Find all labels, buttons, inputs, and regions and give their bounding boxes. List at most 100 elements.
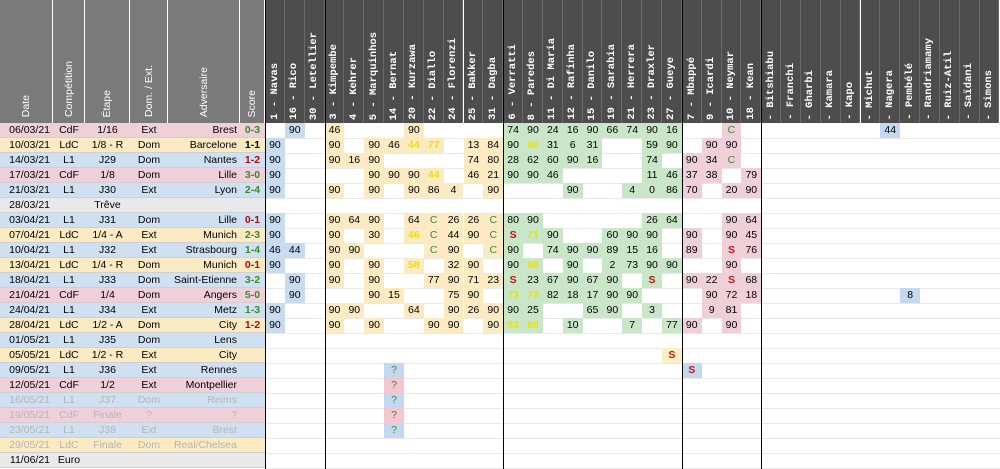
player-cell[interactable]: 90 xyxy=(324,228,345,243)
player-cell[interactable]: 90 xyxy=(721,213,742,228)
player-cell[interactable]: C xyxy=(483,243,504,258)
player-cell[interactable]: 90 xyxy=(721,318,742,333)
player-cell[interactable]: 46 xyxy=(463,168,484,183)
player-cell[interactable]: 90 xyxy=(265,138,285,153)
player-cell[interactable]: 32 xyxy=(443,258,464,273)
player-cell[interactable]: 79 xyxy=(741,168,762,183)
player-cell[interactable]: 77 xyxy=(423,273,444,288)
player-cell[interactable]: 66 xyxy=(602,123,623,138)
match-row[interactable]: 28/03/21 Trêve xyxy=(0,198,265,213)
player-cell[interactable]: 11 xyxy=(642,168,662,183)
player-cell[interactable]: 73 xyxy=(622,258,643,273)
match-row[interactable]: 18/04/21 L1 J33 Dom Saint-Etienne 3-2 xyxy=(0,273,265,288)
player-cell[interactable]: 46 xyxy=(324,123,345,138)
player-cell[interactable]: 23 xyxy=(523,273,543,288)
player-cell[interactable]: 90 xyxy=(503,138,524,153)
player-cell[interactable]: 90 xyxy=(562,258,583,273)
player-cell[interactable]: 90 xyxy=(344,243,365,258)
player-cell[interactable]: 90 xyxy=(364,258,385,273)
player-cell[interactable]: 90 xyxy=(503,168,524,183)
player-cell[interactable]: 71 xyxy=(523,228,543,243)
player-cell[interactable]: 90 xyxy=(582,243,603,258)
player-cell[interactable]: 80 xyxy=(523,138,543,153)
player-cell[interactable]: 13 xyxy=(463,138,484,153)
match-row[interactable]: 10/03/21 LdC 1/8 - R Dom Barcelone 1-1 xyxy=(0,138,265,153)
player-cell[interactable]: 46 xyxy=(542,168,563,183)
player-cell[interactable]: 34 xyxy=(701,153,722,168)
player-cell[interactable]: 64 xyxy=(344,213,365,228)
player-cell[interactable]: 90 xyxy=(662,138,682,153)
match-row[interactable]: 21/03/21 L1 J30 Ext Lyon 2-4 xyxy=(0,183,265,198)
player-cell[interactable]: 38 xyxy=(701,168,722,183)
player-cell[interactable]: S xyxy=(662,348,682,363)
player-cell[interactable]: 90 xyxy=(265,168,285,183)
player-cell[interactable]: 90 xyxy=(562,183,583,198)
player-cell[interactable]: 68 xyxy=(741,273,762,288)
player-cell[interactable]: 4 xyxy=(443,183,464,198)
player-cell[interactable]: 90 xyxy=(443,303,464,318)
player-cell[interactable]: 64 xyxy=(403,213,424,228)
match-row[interactable]: 24/04/21 L1 J34 Ext Metz 1-3 xyxy=(0,303,265,318)
player-cell[interactable]: 90 xyxy=(423,318,444,333)
player-cell[interactable]: 77 xyxy=(662,318,682,333)
match-row[interactable]: 14/03/21 L1 J29 Dom Nantes 1-2 xyxy=(0,153,265,168)
player-cell[interactable]: 71 xyxy=(463,273,484,288)
player-cell[interactable]: 76 xyxy=(741,243,762,258)
player-cell[interactable]: 67 xyxy=(582,273,603,288)
player-cell[interactable]: 90 xyxy=(602,288,623,303)
match-row[interactable]: 06/03/21 CdF 1/16 Ext Brest 0-3 xyxy=(0,123,265,138)
player-cell[interactable]: 16 xyxy=(582,153,603,168)
player-cell[interactable]: 30 xyxy=(364,228,385,243)
player-cell[interactable]: 90 xyxy=(602,273,623,288)
player-cell[interactable]: 90 xyxy=(284,273,305,288)
player-cell[interactable]: 90 xyxy=(324,303,345,318)
player-cell[interactable]: 25 xyxy=(523,303,543,318)
player-cell[interactable]: 3 xyxy=(642,303,662,318)
player-cell[interactable]: 90 xyxy=(741,183,762,198)
player-cell[interactable]: 90 xyxy=(324,153,345,168)
player-cell[interactable]: C xyxy=(721,123,742,138)
player-cell[interactable]: 6 xyxy=(562,138,583,153)
player-cell[interactable]: 90 xyxy=(602,303,623,318)
player-cell[interactable]: 90 xyxy=(324,258,345,273)
player-cell[interactable]: 46 xyxy=(384,138,404,153)
player-cell[interactable]: 90 xyxy=(701,288,722,303)
player-cell[interactable]: 90 xyxy=(642,228,662,243)
player-cell[interactable]: 16 xyxy=(344,153,365,168)
player-cell[interactable]: S xyxy=(503,228,524,243)
player-cell[interactable]: 90 xyxy=(721,138,742,153)
player-cell[interactable]: 90 xyxy=(384,168,404,183)
player-cell[interactable]: 23 xyxy=(483,273,504,288)
player-cell[interactable]: 90 xyxy=(443,243,464,258)
player-cell[interactable]: 90 xyxy=(344,303,365,318)
player-cell[interactable]: 24 xyxy=(542,123,563,138)
player-cell[interactable]: 73 xyxy=(503,288,524,303)
player-cell[interactable]: 82 xyxy=(542,288,563,303)
player-cell[interactable]: S xyxy=(642,273,662,288)
player-cell[interactable]: 90 xyxy=(265,228,285,243)
player-cell[interactable]: 90 xyxy=(463,228,484,243)
player-cell[interactable]: 90 xyxy=(324,273,345,288)
player-cell[interactable]: 74 xyxy=(542,243,563,258)
player-cell[interactable]: 90 xyxy=(364,318,385,333)
player-cell[interactable]: 86 xyxy=(662,183,682,198)
player-cell[interactable]: 90 xyxy=(622,228,643,243)
player-cell[interactable]: 90 xyxy=(265,258,285,273)
player-cell[interactable]: 15 xyxy=(622,243,643,258)
player-cell[interactable]: S xyxy=(503,273,524,288)
player-cell[interactable]: 46 xyxy=(403,228,424,243)
player-cell[interactable]: 10 xyxy=(562,318,583,333)
player-cell[interactable]: 70 xyxy=(681,183,702,198)
player-cell[interactable]: 84 xyxy=(483,138,504,153)
player-cell[interactable]: 90 xyxy=(364,153,385,168)
player-cell[interactable]: 90 xyxy=(642,123,662,138)
player-cell[interactable]: 90 xyxy=(324,318,345,333)
player-cell[interactable]: S xyxy=(721,273,742,288)
player-cell[interactable]: 90 xyxy=(443,273,464,288)
player-cell[interactable]: 74 xyxy=(642,153,662,168)
player-cell[interactable]: 16 xyxy=(642,243,662,258)
match-row[interactable]: 13/04/21 LdC 1/4 - R Dom Munich 0-1 xyxy=(0,258,265,273)
player-cell[interactable]: 90 xyxy=(284,288,305,303)
player-cell[interactable]: 59 xyxy=(642,138,662,153)
player-cell[interactable]: 90 xyxy=(403,168,424,183)
